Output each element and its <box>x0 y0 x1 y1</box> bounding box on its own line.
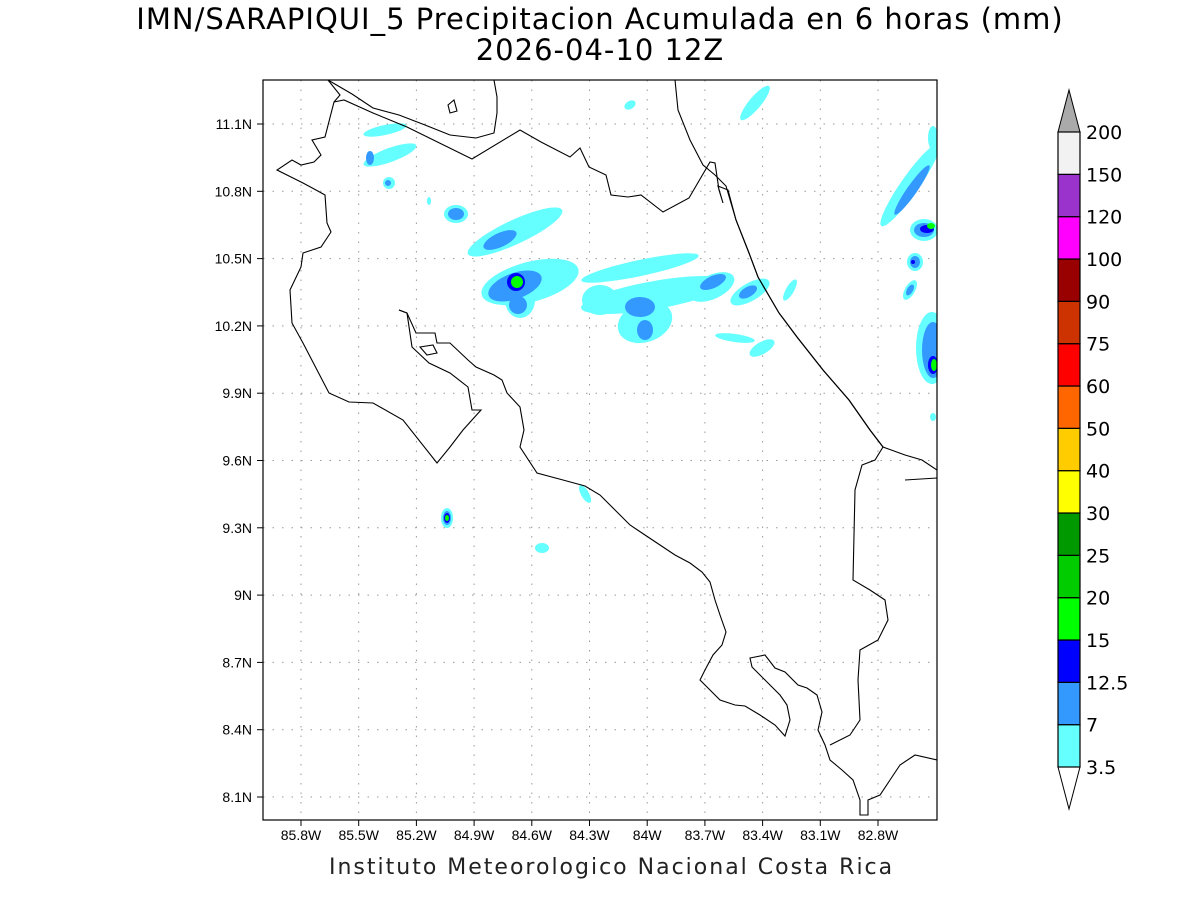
lake-nicaragua-shore <box>327 80 498 139</box>
graticule <box>263 80 937 820</box>
colorbar-label: 20 <box>1086 588 1110 610</box>
lon-tick-label: 83.4W <box>742 827 783 843</box>
colorbar-label: 30 <box>1086 503 1110 525</box>
colorbar-swatch <box>1057 216 1081 260</box>
colorbar-label: 90 <box>1086 291 1110 313</box>
colorbar-swatch <box>1057 681 1081 726</box>
panama-border <box>829 446 889 746</box>
colorbar-label: 7 <box>1086 715 1098 737</box>
lon-tick-label: 82.8W <box>858 827 899 843</box>
nicoya-gulf-coast <box>398 309 937 816</box>
lat-tick-label: 9.3N <box>222 520 252 536</box>
footer-credit: Instituto Meteorologico Nacional Costa R… <box>329 855 895 880</box>
colorbar-label: 40 <box>1086 461 1110 483</box>
colorbar-swatch <box>1057 470 1081 514</box>
colorbar-swatch <box>1057 512 1081 556</box>
colorbar-swatch <box>1057 427 1081 472</box>
lat-tick-label: 9.6N <box>222 453 252 469</box>
lon-tick-label: 84.6W <box>512 827 553 843</box>
lat-tick-label: 9.9N <box>222 385 252 401</box>
colorbar-label: 25 <box>1086 545 1110 567</box>
lat-tick-label: 10.8N <box>215 183 252 199</box>
colorbar-swatch <box>1057 258 1081 302</box>
colorbar-swatch <box>1057 300 1081 345</box>
colorbar-under-arrow <box>1057 766 1081 811</box>
colorbar: 3.5 7 12.5 15 20 25 30 40 50 60 75 90 100 120 150 200 <box>1057 88 1128 811</box>
colorbar-swatch <box>1057 173 1081 218</box>
map-title: IMN/SARAPIQUI_5 Precipitacion Acumulada … <box>136 2 1064 36</box>
lon-tick-label: 85.2W <box>396 827 437 843</box>
precipitation-shading <box>363 85 937 553</box>
colorbar-label: 50 <box>1086 418 1110 440</box>
lon-tick-label: 84.3W <box>569 827 610 843</box>
chira-island <box>418 344 438 356</box>
pacific-coastline <box>275 80 483 464</box>
caribbean-coastline <box>674 80 937 471</box>
map-axes: 85.8W 85.5W 85.2W 84.9W 84.6W 84.3W 84W 83.7W 83… <box>215 116 899 843</box>
colorbar-label: 3.5 <box>1086 757 1116 779</box>
colorbar-label: 60 <box>1086 376 1110 398</box>
lat-tick-label: 8.4N <box>222 722 252 738</box>
lat-tick-label: 9N <box>234 587 252 603</box>
colorbar-label: 150 <box>1086 164 1122 186</box>
map-valid-time: 2026-04-10 12Z <box>475 33 725 67</box>
colorbar-label: 120 <box>1086 207 1122 229</box>
lon-tick-label: 84W <box>633 827 663 843</box>
lat-tick-label: 10.5N <box>215 251 252 267</box>
lon-tick-label: 83.7W <box>685 827 726 843</box>
colorbar-swatch <box>1057 343 1081 387</box>
lake-island <box>447 99 458 114</box>
map-frame <box>262 79 938 821</box>
colorbar-label: 200 <box>1086 122 1122 144</box>
lon-tick-label: 85.8W <box>281 827 322 843</box>
colorbar-swatch <box>1057 131 1081 175</box>
colorbar-swatch <box>1057 724 1081 768</box>
colorbar-over-arrow <box>1057 88 1081 133</box>
bocas-coast <box>904 477 937 481</box>
map-background <box>263 80 937 820</box>
colorbar-swatch <box>1057 554 1081 599</box>
lat-tick-label: 8.7N <box>222 654 252 670</box>
precip-15-20mm <box>445 223 937 521</box>
colorbar-swatch <box>1057 385 1081 429</box>
colorbar-label: 12.5 <box>1086 672 1128 694</box>
coastlines-and-borders <box>275 80 937 816</box>
colorbar-label: 75 <box>1086 334 1110 356</box>
colorbar-swatch <box>1057 597 1081 641</box>
lat-tick-label: 11.1N <box>216 116 252 132</box>
colorbar-label: 15 <box>1086 630 1110 652</box>
colorbar-label: 100 <box>1086 249 1122 271</box>
lat-tick-label: 10.2N <box>215 318 252 334</box>
lon-tick-label: 85.5W <box>338 827 379 843</box>
colorbar-swatch <box>1057 639 1081 683</box>
lat-tick-label: 8.1N <box>222 789 252 805</box>
lon-tick-label: 83.1W <box>800 827 841 843</box>
lon-tick-label: 84.9W <box>454 827 495 843</box>
